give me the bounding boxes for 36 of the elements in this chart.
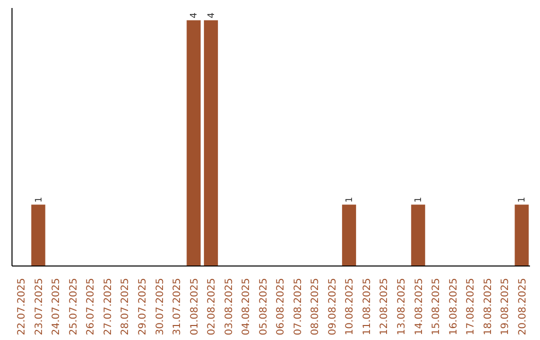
x-tick-label: 04.08.2025 [241, 278, 252, 336]
x-tick-label: 19.08.2025 [500, 278, 512, 336]
data-label: 1 [518, 196, 528, 203]
x-tick-label: 08.08.2025 [310, 278, 322, 336]
x-tick-label: 25.07.2025 [68, 278, 80, 336]
data-label: 4 [190, 12, 200, 18]
x-tick-label: 28.07.2025 [120, 278, 132, 336]
x-tick-label: 15.08.2025 [431, 278, 442, 336]
x-tick-label: 01.08.2025 [189, 278, 200, 336]
x-tick-label: 23.07.2025 [34, 278, 45, 336]
x-tick-label: 27.07.2025 [102, 278, 114, 336]
x-tick-label: 24.07.2025 [51, 278, 62, 336]
x-tick-label: 09.08.2025 [327, 278, 338, 336]
x-tick-label: 29.07.2025 [138, 278, 148, 336]
x-tick-label: 20.08.2025 [517, 278, 528, 336]
x-tick-label: 18.08.2025 [482, 278, 494, 336]
x-tick-label: 26.07.2025 [86, 278, 97, 336]
x-tick-label: 16.08.2025 [448, 278, 460, 336]
x-tick-label: 05.08.2025 [258, 278, 270, 336]
x-tick-label: 13.08.2025 [396, 278, 408, 336]
x-tick-label: 14.08.2025 [414, 278, 425, 336]
x-tick-label: 30.07.2025 [154, 278, 166, 336]
x-tick-label: 22.07.2025 [16, 278, 28, 336]
data-label: 1 [34, 196, 44, 203]
x-tick-label: 03.08.2025 [224, 278, 235, 336]
data-label: 4 [206, 12, 217, 18]
x-tick-label: 11.08.2025 [362, 278, 373, 336]
data-label: 1 [345, 196, 356, 203]
x-tick-label: 10.08.2025 [344, 278, 356, 336]
data-label: 1 [414, 196, 424, 203]
x-tick-label: 31.07.2025 [172, 278, 184, 336]
x-tick-label: 17.08.2025 [466, 278, 477, 336]
x-tick-label: 12.08.2025 [379, 278, 390, 336]
x-tick-label: 02.08.2025 [206, 278, 218, 336]
x-tick-label: 06.08.2025 [276, 278, 287, 336]
x-tick-label: 07.08.2025 [292, 278, 304, 336]
